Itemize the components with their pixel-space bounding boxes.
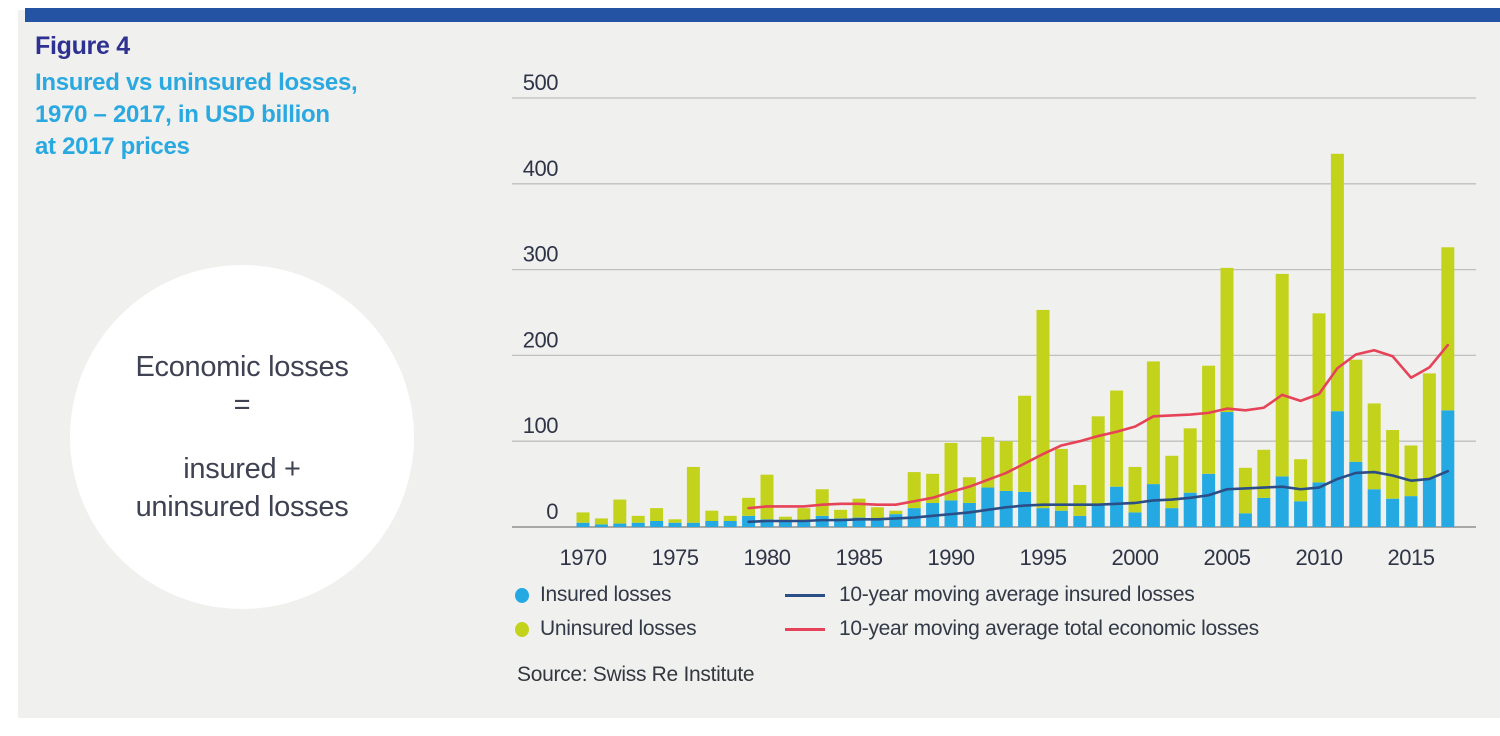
figure-title: Insured vs uninsured losses, 1970 – 2017… xyxy=(35,69,358,160)
insured-losses-dot-icon xyxy=(515,587,529,603)
svg-text:2015: 2015 xyxy=(1388,545,1435,570)
svg-text:200: 200 xyxy=(523,327,558,352)
figure-label: Figure 4 xyxy=(35,32,130,60)
ma-lines xyxy=(747,343,1450,524)
legend-item-ma-total: 10-year moving average total economic lo… xyxy=(785,617,1259,641)
svg-text:1975: 1975 xyxy=(652,545,699,570)
svg-text:100: 100 xyxy=(523,413,558,438)
annotation-line-3: insured + xyxy=(183,453,301,485)
uninsured-losses-dot-icon xyxy=(515,621,529,637)
svg-text:300: 300 xyxy=(523,242,558,267)
legend-label-ma-total: 10-year moving average total economic lo… xyxy=(839,617,1259,640)
economic-losses-annotation-circle: Economic losses = insured + uninsured lo… xyxy=(70,265,414,609)
ma-insured-line-icon xyxy=(785,593,825,597)
svg-text:1970: 1970 xyxy=(560,545,607,570)
legend-row-1: Insured losses 10-year moving average in… xyxy=(515,578,1435,612)
figure-title-block: Figure 4 Insured vs uninsured losses, 19… xyxy=(35,32,358,163)
svg-text:1985: 1985 xyxy=(836,545,883,570)
svg-text:2000: 2000 xyxy=(1112,545,1159,570)
legend-item-insured: Insured losses xyxy=(515,583,785,607)
axis-labels: 0 100 200 300 400 500 1970 1975 1980 1985 1990 1995… xyxy=(523,70,1435,570)
svg-text:2005: 2005 xyxy=(1204,545,1251,570)
ma-total-line-icon xyxy=(785,627,825,631)
legend-row-2: Uninsured losses 10-year moving average … xyxy=(515,612,1435,646)
svg-text:1995: 1995 xyxy=(1020,545,1067,570)
annotation-line-4: uninsured losses xyxy=(135,491,349,523)
legend-label-uninsured: Uninsured losses xyxy=(540,617,697,640)
annotation-line-1: Economic losses xyxy=(135,351,349,383)
legend-label-ma-insured: 10-year moving average insured losses xyxy=(839,583,1195,606)
svg-text:500: 500 xyxy=(523,70,558,95)
svg-text:0: 0 xyxy=(546,499,558,524)
svg-text:2010: 2010 xyxy=(1296,545,1343,570)
svg-text:1980: 1980 xyxy=(744,545,791,570)
svg-text:1990: 1990 xyxy=(928,545,975,570)
svg-text:400: 400 xyxy=(523,156,558,181)
legend-item-uninsured: Uninsured losses xyxy=(515,617,785,641)
legend-item-ma-insured: 10-year moving average insured losses xyxy=(785,583,1195,607)
chart-legend: Insured losses 10-year moving average in… xyxy=(515,578,1435,646)
header-accent-bar xyxy=(25,8,1500,22)
source-text: Source: Swiss Re Institute xyxy=(517,663,755,686)
annotation-line-2: = xyxy=(233,389,251,421)
legend-label-insured: Insured losses xyxy=(540,583,672,606)
bars xyxy=(576,153,1455,527)
